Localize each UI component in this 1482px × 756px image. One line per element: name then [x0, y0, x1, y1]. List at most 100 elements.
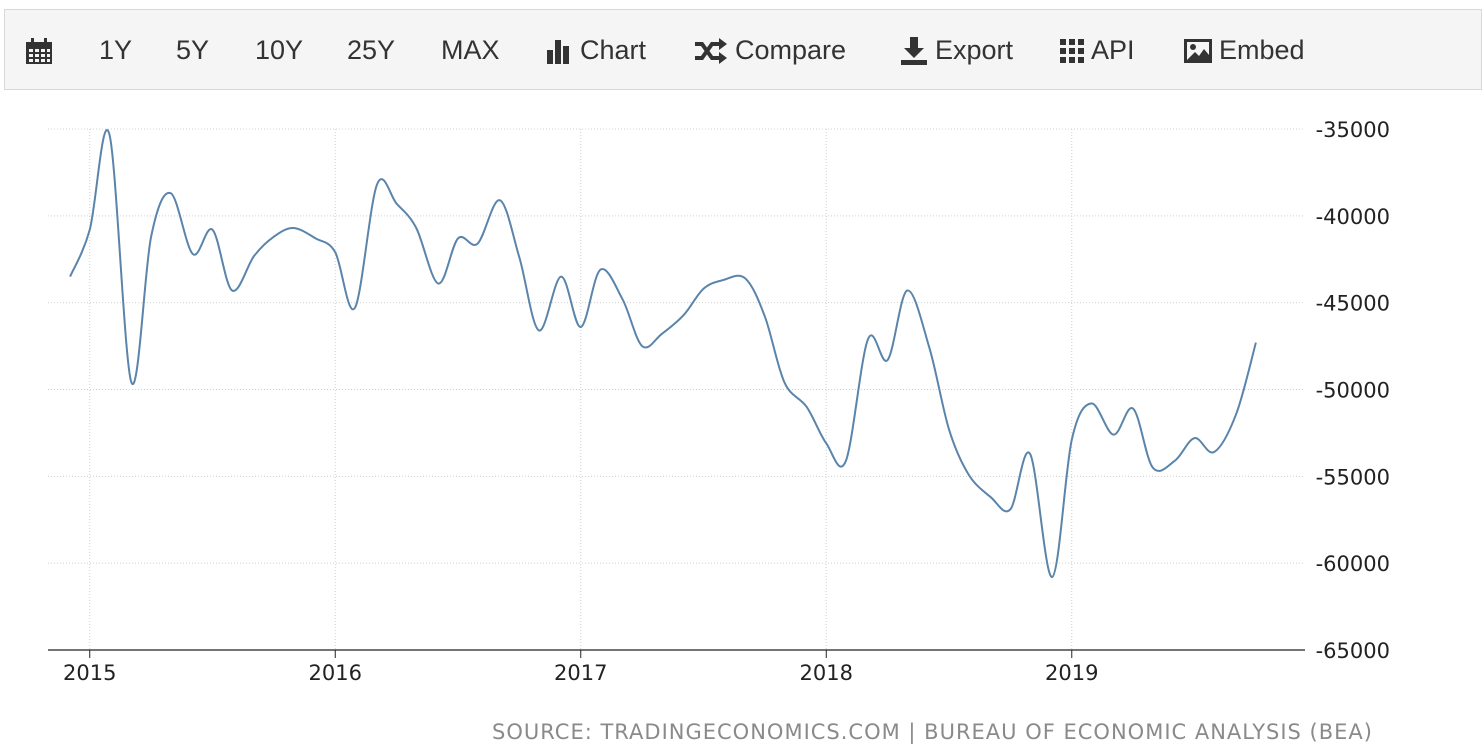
data-point [762, 314, 768, 320]
compare-button[interactable]: Compare [693, 10, 846, 91]
data-point [67, 274, 73, 280]
data-point [597, 267, 603, 273]
x-tick-label: 2018 [800, 661, 853, 685]
compare-button-label: Compare [735, 35, 847, 65]
data-point [251, 253, 257, 259]
y-tick-label: -40000 [1316, 205, 1390, 229]
source-note: SOURCE: TRADINGECONOMICS.COM | BUREAU OF… [492, 720, 1373, 744]
data-point [720, 277, 726, 283]
data-point [475, 241, 481, 247]
grid-icon [1060, 38, 1084, 63]
x-tick-label: 2015 [63, 661, 116, 685]
y-tick-label: -35000 [1316, 118, 1390, 142]
axes: -35000 -40000 -45000 -50000 -55000 -60000 -650… [48, 118, 1390, 685]
range-1y-button[interactable]: 1Y [99, 35, 133, 65]
bar-chart-icon [547, 39, 569, 64]
data-point [865, 336, 871, 342]
range-25y-button[interactable]: 25Y [347, 35, 396, 65]
data-point [455, 235, 461, 241]
api-button[interactable]: API [1059, 10, 1135, 91]
chart-area: -35000 -40000 -45000 -50000 -55000 -60000 -650… [0, 92, 1482, 712]
data-point [1192, 435, 1198, 441]
data-point [332, 249, 338, 255]
data-point [701, 286, 707, 292]
data-point [1007, 506, 1013, 512]
data-point [1211, 449, 1217, 455]
data-point [516, 255, 522, 261]
data-point [87, 227, 93, 233]
export-button[interactable]: Export [899, 10, 1013, 91]
data-point [1233, 411, 1239, 417]
range-max-button[interactable]: MAX [441, 35, 500, 65]
y-tick-label: -60000 [1316, 552, 1390, 576]
data-point [413, 225, 419, 231]
data-point [1088, 400, 1094, 406]
data-point [352, 305, 358, 311]
data-point [558, 274, 564, 280]
data-point [128, 380, 134, 386]
data-point [148, 234, 154, 240]
data-point [190, 251, 196, 257]
data-point [435, 281, 441, 287]
data-point [904, 288, 910, 294]
data-point [1172, 458, 1178, 464]
data-point [1111, 432, 1117, 438]
data-point [374, 182, 380, 188]
data-point [497, 197, 503, 203]
data-point [168, 190, 174, 196]
y-tick-label: -50000 [1316, 379, 1390, 403]
series-line [69, 129, 1257, 579]
api-button-label: API [1091, 35, 1135, 65]
data-point [681, 312, 687, 318]
data-point [926, 345, 932, 351]
calendar-icon [26, 37, 52, 64]
data-point [578, 324, 584, 330]
data-point [988, 494, 994, 500]
grid [48, 128, 1305, 651]
data-point [619, 296, 625, 302]
image-icon [1184, 38, 1212, 63]
data-point [536, 327, 542, 333]
calendar-button[interactable] [25, 10, 53, 91]
x-tick-label: 2017 [554, 661, 607, 685]
line-chart: -35000 -40000 -45000 -50000 -55000 -60000 -650… [48, 118, 1390, 685]
data-point [313, 235, 319, 241]
data-point [1150, 465, 1156, 471]
data-point [742, 275, 748, 281]
data-point [659, 331, 665, 337]
data-point [229, 288, 235, 294]
data-point [1253, 340, 1259, 346]
data-point [1027, 451, 1033, 457]
data-point [106, 131, 112, 137]
data-point [291, 225, 297, 231]
x-tick-label: 2016 [309, 661, 362, 685]
data-point [782, 380, 788, 386]
data-point [804, 404, 810, 410]
embed-button[interactable]: Embed [1183, 10, 1305, 91]
range-10y-button[interactable]: 10Y [255, 35, 304, 65]
range-5y-button[interactable]: 5Y [176, 35, 210, 65]
data-point [946, 426, 952, 432]
data-point [1069, 437, 1075, 443]
data-point [1049, 574, 1055, 580]
toolbar: 1Y 5Y 10Y 25Y MAX Chart Compare Export [4, 9, 1482, 90]
chart-button-label: Chart [580, 35, 647, 65]
shuffle-icon [695, 37, 727, 64]
data-point [209, 227, 215, 233]
data-point [843, 458, 849, 464]
data-point [823, 440, 829, 446]
chart-button[interactable]: Chart [546, 10, 646, 91]
data-point [271, 234, 277, 240]
export-button-label: Export [935, 35, 1014, 65]
download-icon [901, 36, 927, 65]
embed-button-label: Embed [1219, 35, 1305, 65]
y-tick-label: -65000 [1316, 639, 1390, 663]
y-tick-label: -55000 [1316, 465, 1390, 489]
x-tick-label: 2019 [1045, 661, 1098, 685]
data-point [966, 472, 972, 478]
y-tick-label: -45000 [1316, 292, 1390, 316]
series [67, 129, 1259, 580]
data-point [1130, 406, 1136, 412]
data-point [885, 357, 891, 363]
data-point [639, 343, 645, 349]
